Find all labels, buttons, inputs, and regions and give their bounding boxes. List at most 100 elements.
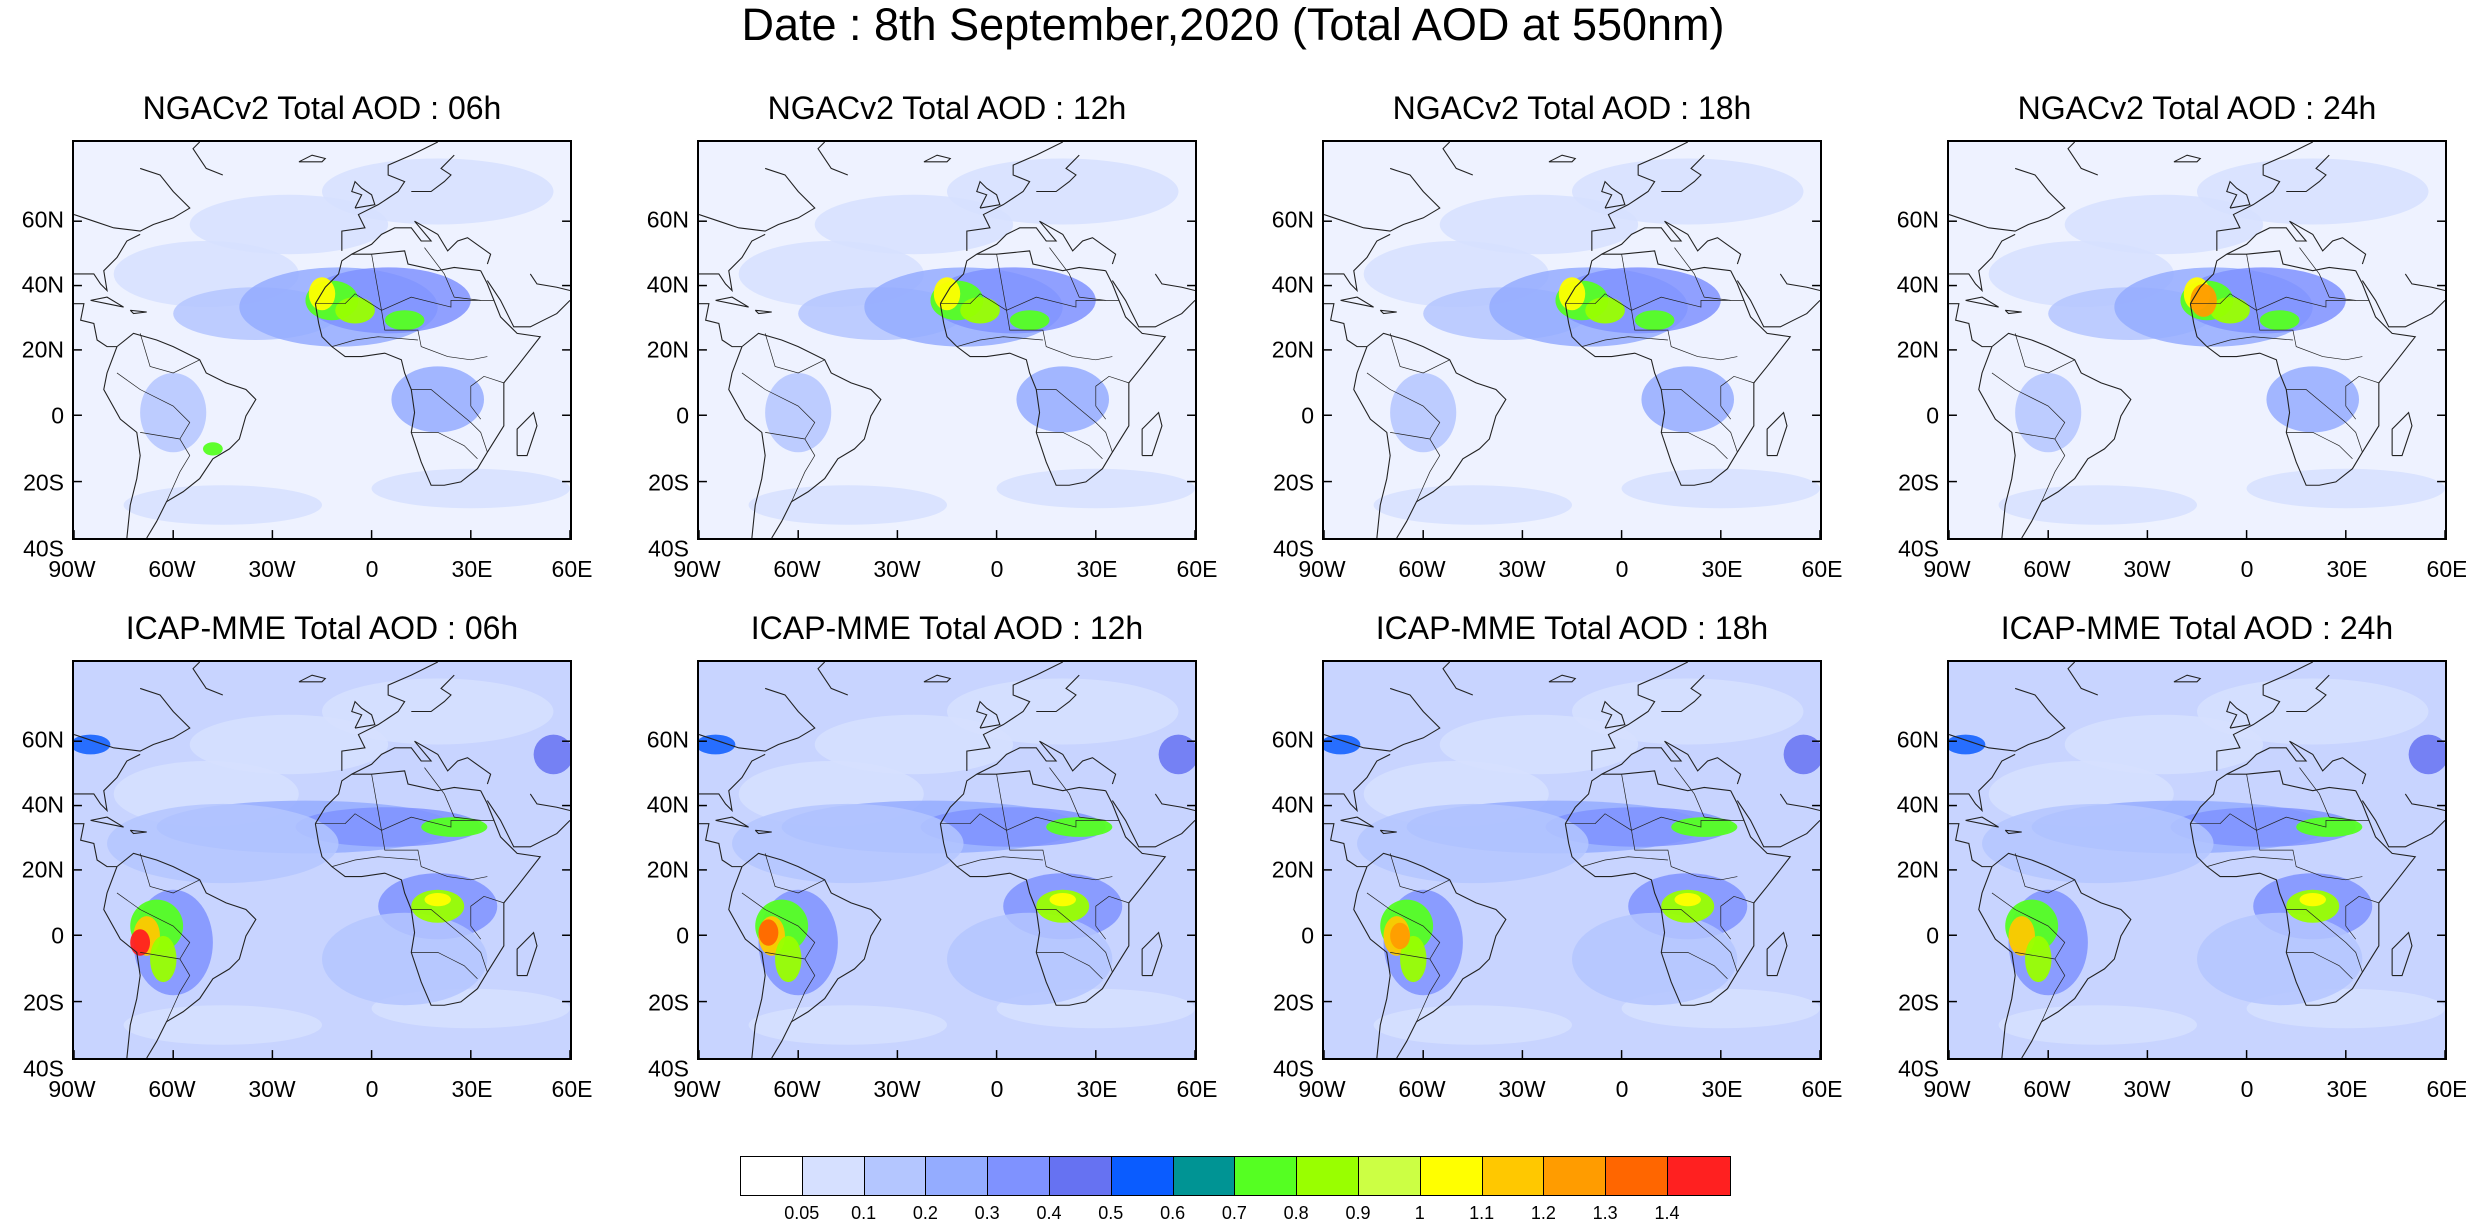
- coastline: [1141, 931, 1163, 977]
- coastline: [1564, 790, 1792, 1006]
- country-border: [139, 853, 200, 894]
- coastline: [2404, 793, 2445, 812]
- coastline: [939, 770, 1106, 824]
- lat-tick-label: 20S: [648, 989, 689, 1016]
- coastline: [1949, 753, 2016, 813]
- coastline: [1965, 816, 1999, 828]
- aod-plume: [1049, 893, 1076, 907]
- colorbar-label: 0.9: [1345, 1203, 1371, 1223]
- aod-plume: [1585, 297, 1625, 324]
- country-border: [1036, 389, 1113, 453]
- country-border: [331, 336, 418, 347]
- colorbar-swatch: [1049, 1157, 1112, 1195]
- coastline: [1324, 687, 1441, 752]
- colorbar-swatch: [864, 1157, 927, 1195]
- aod-plume: [1661, 889, 1715, 923]
- coastline: [699, 233, 766, 293]
- coastline: [1978, 346, 2016, 538]
- lon-tick-label: 60E: [1801, 1076, 1843, 1102]
- lat-tick-label: 40N: [646, 271, 689, 298]
- map-panel: NGACv2 Total AOD : 24h 60N 40N 20N 0 20S 40S 90…: [1897, 90, 2466, 581]
- lat-tick-label: 0: [51, 922, 64, 949]
- country-border: [940, 813, 1119, 831]
- colorbar-swatch: [741, 1157, 803, 1195]
- country-border: [1049, 767, 1106, 821]
- aod-plume: [748, 485, 947, 525]
- colorbar-swatch: [802, 1157, 865, 1195]
- coastline: [516, 411, 538, 457]
- country-border: [764, 853, 825, 894]
- colorbar-swatch: [1482, 1157, 1545, 1195]
- coastline: [1779, 273, 1820, 292]
- coastline: [1379, 309, 1397, 315]
- lat-tick-label: 60N: [1896, 206, 1939, 233]
- country-border: [1389, 333, 1450, 374]
- coastline: [2226, 180, 2251, 209]
- colorbar-label: 0.7: [1221, 1203, 1247, 1223]
- coastline: [966, 662, 1064, 771]
- aod-plume: [322, 678, 554, 745]
- coastline: [1949, 823, 1992, 868]
- lon-tick-label: 60W: [148, 1076, 196, 1102]
- aod-plume: [2296, 817, 2363, 837]
- country-border: [424, 247, 481, 301]
- country-border: [741, 892, 816, 960]
- lon-tick-label: 60W: [148, 556, 196, 582]
- coastline: [1442, 662, 1474, 696]
- lon-tick-label: 90W: [1298, 1076, 1346, 1102]
- aod-plume: [1439, 194, 1639, 255]
- aod-plume: [189, 714, 389, 775]
- aod-plume: [2197, 678, 2429, 745]
- country-border: [1390, 952, 1441, 1022]
- coastline: [192, 142, 224, 176]
- aod-plume: [2025, 935, 2052, 983]
- aod-plume: [74, 734, 111, 755]
- aod-plume: [1373, 1005, 1572, 1045]
- map-panel: ICAP-MME Total AOD : 18h 60N 40N 20N 0 20S 40S…: [1272, 610, 1843, 1101]
- lat-tick-label: 40S: [1273, 535, 1314, 562]
- lat-tick-label: 20S: [1273, 989, 1314, 1016]
- coastline: [699, 753, 766, 813]
- lon-tick-label: 0: [990, 556, 1004, 582]
- country-border: [996, 254, 1113, 361]
- country-border: [1036, 432, 1103, 460]
- coastline: [1324, 303, 1367, 348]
- coastline: [1661, 154, 1705, 193]
- country-border: [2345, 375, 2379, 420]
- country-border: [1661, 909, 1738, 973]
- aod-plume: [765, 373, 832, 453]
- lon-tick-label: 60E: [1176, 1076, 1218, 1102]
- coastline: [741, 332, 882, 538]
- coastline: [1324, 233, 1391, 293]
- coastline: [116, 852, 257, 1058]
- coastline: [1949, 167, 2066, 232]
- country-border: [2246, 254, 2363, 361]
- coastline: [1324, 823, 1367, 868]
- country-border: [1991, 892, 2066, 960]
- country-border: [2206, 856, 2293, 867]
- country-border: [371, 254, 488, 361]
- lat-tick-label: 40N: [21, 791, 64, 818]
- lon-tick-label: 90W: [673, 556, 721, 582]
- colorbar-label: 0.05: [784, 1203, 820, 1223]
- aod-plume: [947, 158, 1179, 225]
- lon-tick-label: 60E: [2426, 1076, 2466, 1102]
- aod-plume: [2266, 366, 2360, 433]
- country-border: [1720, 895, 1754, 940]
- lat-tick-label: 20N: [1271, 336, 1314, 363]
- aod-plume: [384, 310, 425, 331]
- country-border: [140, 952, 191, 1022]
- coastline: [2226, 700, 2251, 729]
- aod-plume: [699, 734, 736, 755]
- country-border: [1661, 952, 1728, 980]
- coastline: [486, 800, 570, 848]
- lon-tick-label: 30W: [1498, 1076, 1546, 1102]
- colorbar-label: 1: [1414, 1203, 1425, 1223]
- aod-field: [74, 142, 570, 538]
- lon-tick-label: 60W: [773, 1076, 821, 1102]
- colorbar-label: 1.2: [1530, 1203, 1556, 1223]
- coastline: [1736, 800, 1820, 848]
- coastline: [351, 220, 492, 265]
- lon-tick-label: 90W: [1298, 556, 1346, 582]
- coastline: [1340, 816, 1374, 828]
